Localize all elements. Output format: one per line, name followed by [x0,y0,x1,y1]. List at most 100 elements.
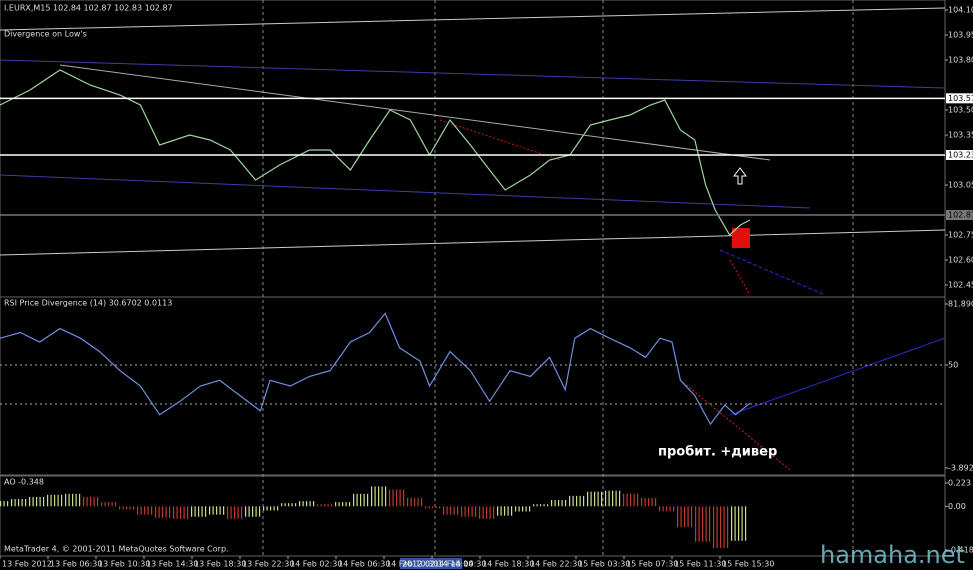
ao-bar [309,501,311,507]
ao-bar [281,503,283,507]
ao-bar [360,493,362,507]
ao-bar [75,493,77,507]
ao-bar [457,506,459,515]
ao-bar [687,506,689,528]
ao-bar [61,494,63,507]
ao-bar [187,506,189,519]
ao-bar [450,506,452,515]
ao-bar [579,495,581,507]
ao-bar [515,506,517,512]
ao-bar [471,506,473,517]
ao-bar [270,506,272,511]
ao-bar [475,506,477,517]
ao-bar [252,506,254,517]
ao-bar [3,501,5,507]
y-tick-label: 103.95 [948,31,973,40]
x-tick-label: 13 Feb 10:30 [98,560,150,569]
ao-bar [655,497,657,507]
ao-bar [327,504,329,507]
ao-bar [709,506,711,542]
ao-bar [11,498,13,507]
y-tick-label: 102.75 [948,231,973,240]
ao-bar [435,506,437,509]
ao-bar [407,497,409,507]
ao-bar [223,506,225,515]
indicator-name: Divergence on Low's [4,30,87,39]
ao-bar [205,506,207,517]
ao-bar [313,501,315,507]
ao-bar [489,506,491,519]
ao-bar [741,506,743,541]
ao-bar [266,506,268,511]
level-label: 102.87 [948,211,973,220]
ao-bar [695,506,697,542]
ao-bar [525,506,527,512]
x-tick-label: 14 Feb 02:30 [290,560,342,569]
ao-bar [698,506,700,542]
x-tick-label: 13 Feb 06:30 [50,560,102,569]
ao-bar [468,506,470,517]
ao-bar [446,506,448,515]
ao-bar [180,506,182,519]
ao-bar [518,506,520,512]
ao-bar [255,506,257,517]
ao-bar [86,496,88,507]
ao-bar [14,498,16,507]
ao-bar [443,506,445,515]
x-tick-label: 13 Feb 22:30 [242,560,294,569]
ao-bar [0,501,2,507]
x-tick-label: 13 Feb 2012 [2,560,52,569]
ao-bar [101,502,103,507]
pane-title: AO -0.348 [4,478,44,487]
signal-marker [732,228,750,248]
ao-bar [677,506,679,528]
ao-bar [119,506,121,510]
y-tick-label: 103.80 [948,56,973,65]
ao-bar [29,496,31,507]
x-tick-label: 15 Feb 11:30 [674,560,726,569]
ao-bar [497,506,499,516]
ao-bar [18,498,20,507]
trend-lines [0,7,946,471]
ao-bar [201,506,203,517]
ao-bar [97,496,99,507]
y-tick-label: 50 [948,360,958,369]
ao-bar [126,506,128,510]
pane-title: RSI Price Divergence (14) 30.6702 0.0113 [4,299,172,308]
ao-bar [608,490,610,507]
ao-bar [216,506,218,515]
ao-bar [158,506,160,518]
ao-bar [500,506,502,516]
ao-bar [144,506,146,515]
ao-bar [633,493,635,507]
ao-bar [425,506,427,509]
ao-bar [414,497,416,507]
y-tick-label: 0.223 [948,479,971,488]
ao-bar [43,496,45,507]
ao-bar [349,502,351,507]
ao-bar [151,506,153,515]
x-tick-label: 15 Feb 15:30 [722,560,774,569]
ao-bar [493,506,495,519]
ao-bar [367,493,369,507]
ao-bar [7,501,9,507]
level-label-box [946,210,973,220]
ao-bar [288,503,290,507]
ao-bar [356,493,358,507]
ao-bar [277,506,279,511]
ao-bar [623,493,625,507]
ao-bar [702,506,704,542]
ao-bar [644,497,646,507]
ao-bar [482,506,484,519]
ao-bar [626,493,628,507]
ao-bar [194,506,196,517]
crosshair-label: 2012.02.14 14:00 [402,560,473,569]
ao-bar [381,486,383,507]
x-tick-label: 14 Feb 14:30 [434,560,486,569]
ao-bar [439,506,441,509]
ao-bar [108,502,110,507]
ao-bar [680,506,682,528]
ao-bar [273,506,275,511]
ao-bar [543,504,545,507]
